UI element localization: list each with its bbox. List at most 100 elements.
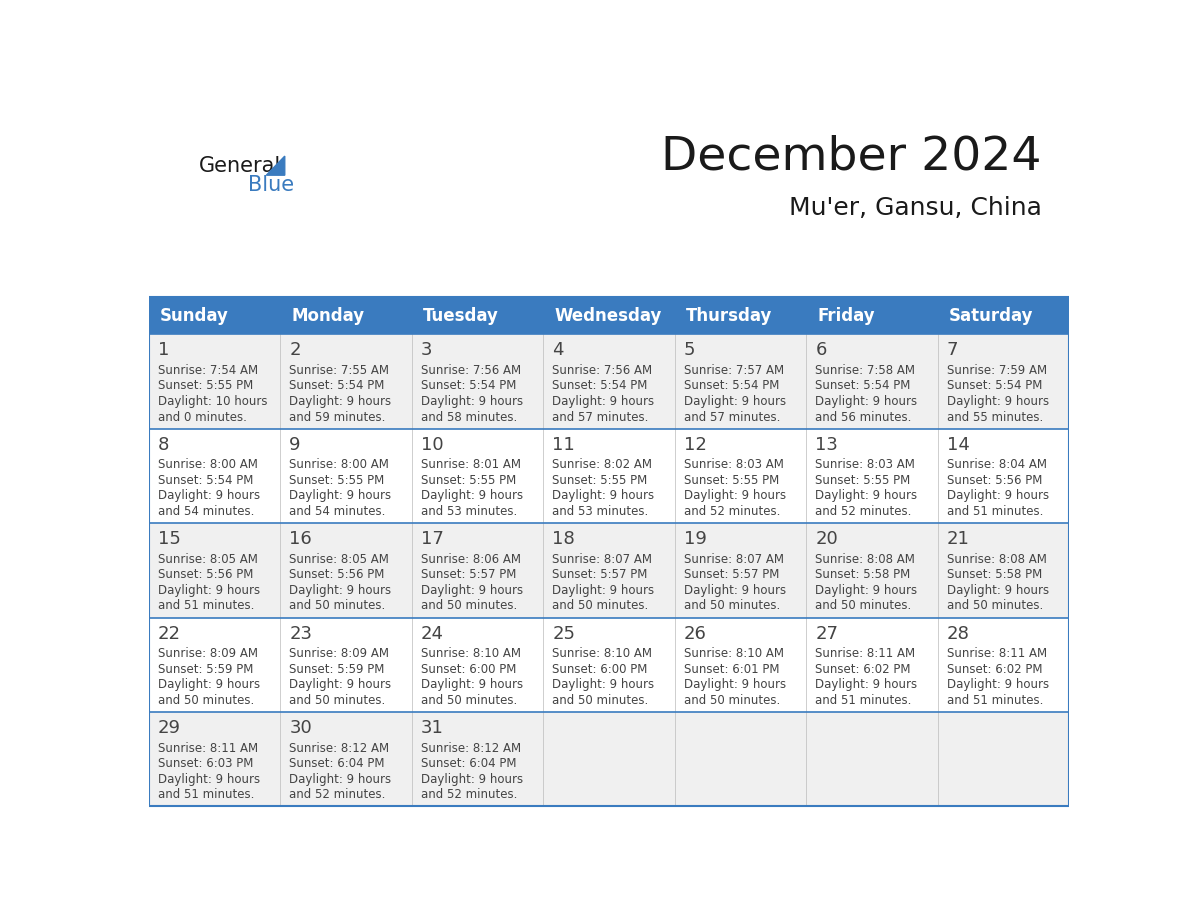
Text: Daylight: 9 hours: Daylight: 9 hours (684, 584, 786, 597)
Text: Sunrise: 7:56 AM: Sunrise: 7:56 AM (552, 364, 652, 377)
Text: Daylight: 9 hours: Daylight: 9 hours (684, 678, 786, 691)
Text: Sunset: 5:58 PM: Sunset: 5:58 PM (947, 568, 1042, 581)
Text: Daylight: 9 hours: Daylight: 9 hours (947, 395, 1049, 408)
Text: Sunset: 5:54 PM: Sunset: 5:54 PM (552, 379, 647, 393)
Text: Daylight: 9 hours: Daylight: 9 hours (289, 395, 391, 408)
Text: and 53 minutes.: and 53 minutes. (552, 505, 649, 518)
Text: Sunrise: 7:57 AM: Sunrise: 7:57 AM (684, 364, 784, 377)
Text: and 51 minutes.: and 51 minutes. (947, 505, 1043, 518)
Bar (148, 618, 1069, 712)
Text: Sunrise: 7:55 AM: Sunrise: 7:55 AM (289, 364, 390, 377)
Text: Sunset: 5:57 PM: Sunset: 5:57 PM (684, 568, 779, 581)
Text: and 0 minutes.: and 0 minutes. (158, 410, 247, 423)
Text: 30: 30 (289, 719, 312, 737)
Text: Mu'er, Gansu, China: Mu'er, Gansu, China (789, 196, 1042, 220)
Text: Daylight: 9 hours: Daylight: 9 hours (552, 395, 655, 408)
Text: 4: 4 (552, 341, 564, 359)
Text: and 51 minutes.: and 51 minutes. (158, 599, 254, 612)
Text: 6: 6 (815, 341, 827, 359)
Text: Sunset: 5:55 PM: Sunset: 5:55 PM (552, 474, 647, 487)
Text: Sunset: 5:54 PM: Sunset: 5:54 PM (947, 379, 1042, 393)
Text: Sunset: 6:03 PM: Sunset: 6:03 PM (158, 757, 253, 770)
Text: Sunset: 6:04 PM: Sunset: 6:04 PM (421, 757, 517, 770)
Text: Daylight: 9 hours: Daylight: 9 hours (947, 489, 1049, 502)
Text: 3: 3 (421, 341, 432, 359)
Text: and 58 minutes.: and 58 minutes. (421, 410, 517, 423)
Text: 22: 22 (158, 624, 181, 643)
Text: Daylight: 9 hours: Daylight: 9 hours (552, 584, 655, 597)
Bar (148, 334, 1069, 429)
Text: Sunset: 5:54 PM: Sunset: 5:54 PM (158, 474, 253, 487)
Text: 14: 14 (947, 436, 969, 453)
Text: Daylight: 9 hours: Daylight: 9 hours (421, 773, 523, 786)
Bar (148, 712, 1069, 806)
Text: Sunrise: 8:05 AM: Sunrise: 8:05 AM (158, 553, 258, 565)
Text: Daylight: 9 hours: Daylight: 9 hours (289, 773, 391, 786)
Text: 23: 23 (289, 624, 312, 643)
Text: Sunset: 5:55 PM: Sunset: 5:55 PM (421, 474, 516, 487)
Text: Sunrise: 8:03 AM: Sunrise: 8:03 AM (815, 458, 915, 471)
Text: 29: 29 (158, 719, 181, 737)
Text: 26: 26 (684, 624, 707, 643)
Text: Sunset: 5:54 PM: Sunset: 5:54 PM (289, 379, 385, 393)
Bar (148, 297, 1069, 806)
Text: and 52 minutes.: and 52 minutes. (815, 505, 911, 518)
Text: Sunrise: 8:04 AM: Sunrise: 8:04 AM (947, 458, 1047, 471)
Text: 21: 21 (947, 531, 969, 548)
Text: Sunrise: 8:10 AM: Sunrise: 8:10 AM (684, 647, 784, 660)
Text: Sunrise: 7:54 AM: Sunrise: 7:54 AM (158, 364, 258, 377)
Text: Daylight: 9 hours: Daylight: 9 hours (421, 395, 523, 408)
Text: Sunset: 5:55 PM: Sunset: 5:55 PM (158, 379, 253, 393)
Text: Sunrise: 7:58 AM: Sunrise: 7:58 AM (815, 364, 915, 377)
Bar (148, 523, 1069, 618)
Text: Tuesday: Tuesday (423, 307, 499, 325)
Text: Sunset: 5:56 PM: Sunset: 5:56 PM (289, 568, 385, 581)
Text: Daylight: 9 hours: Daylight: 9 hours (684, 489, 786, 502)
Text: Daylight: 9 hours: Daylight: 9 hours (158, 773, 260, 786)
Text: 13: 13 (815, 436, 839, 453)
Text: Daylight: 9 hours: Daylight: 9 hours (552, 678, 655, 691)
Text: Saturday: Saturday (949, 307, 1034, 325)
Text: 15: 15 (158, 531, 181, 548)
Text: Daylight: 9 hours: Daylight: 9 hours (421, 678, 523, 691)
Text: Sunrise: 8:12 AM: Sunrise: 8:12 AM (289, 742, 390, 755)
Bar (148, 429, 1069, 523)
Text: and 50 minutes.: and 50 minutes. (421, 599, 517, 612)
Text: Sunrise: 8:08 AM: Sunrise: 8:08 AM (815, 553, 915, 565)
Text: Sunset: 5:59 PM: Sunset: 5:59 PM (158, 663, 253, 676)
Text: and 52 minutes.: and 52 minutes. (289, 789, 386, 801)
Text: Sunset: 6:01 PM: Sunset: 6:01 PM (684, 663, 779, 676)
Text: Wednesday: Wednesday (554, 307, 662, 325)
Text: Sunset: 5:57 PM: Sunset: 5:57 PM (552, 568, 647, 581)
Text: Daylight: 9 hours: Daylight: 9 hours (815, 395, 917, 408)
Text: Daylight: 9 hours: Daylight: 9 hours (289, 489, 391, 502)
Text: 7: 7 (947, 341, 959, 359)
Text: Sunrise: 8:09 AM: Sunrise: 8:09 AM (289, 647, 390, 660)
Text: and 54 minutes.: and 54 minutes. (158, 505, 254, 518)
Text: Daylight: 9 hours: Daylight: 9 hours (421, 584, 523, 597)
Polygon shape (266, 156, 285, 175)
Text: Sunrise: 7:59 AM: Sunrise: 7:59 AM (947, 364, 1047, 377)
Text: Sunrise: 8:11 AM: Sunrise: 8:11 AM (947, 647, 1047, 660)
Text: Daylight: 10 hours: Daylight: 10 hours (158, 395, 267, 408)
Text: and 51 minutes.: and 51 minutes. (815, 694, 911, 707)
Text: Daylight: 9 hours: Daylight: 9 hours (421, 489, 523, 502)
Text: Daylight: 9 hours: Daylight: 9 hours (815, 584, 917, 597)
Text: Sunset: 5:55 PM: Sunset: 5:55 PM (815, 474, 910, 487)
Bar (148, 297, 1069, 334)
Text: and 52 minutes.: and 52 minutes. (684, 505, 781, 518)
Text: Sunrise: 8:00 AM: Sunrise: 8:00 AM (289, 458, 390, 471)
Text: 5: 5 (684, 341, 695, 359)
Text: and 52 minutes.: and 52 minutes. (421, 789, 517, 801)
Text: Sunset: 5:55 PM: Sunset: 5:55 PM (289, 474, 385, 487)
Text: and 57 minutes.: and 57 minutes. (684, 410, 781, 423)
Text: Sunrise: 8:11 AM: Sunrise: 8:11 AM (815, 647, 916, 660)
Text: 25: 25 (552, 624, 575, 643)
Text: Sunrise: 8:01 AM: Sunrise: 8:01 AM (421, 458, 520, 471)
Text: Blue: Blue (248, 175, 295, 196)
Text: 11: 11 (552, 436, 575, 453)
Text: and 53 minutes.: and 53 minutes. (421, 505, 517, 518)
Text: Sunrise: 8:03 AM: Sunrise: 8:03 AM (684, 458, 784, 471)
Text: 17: 17 (421, 531, 443, 548)
Text: Sunrise: 8:09 AM: Sunrise: 8:09 AM (158, 647, 258, 660)
